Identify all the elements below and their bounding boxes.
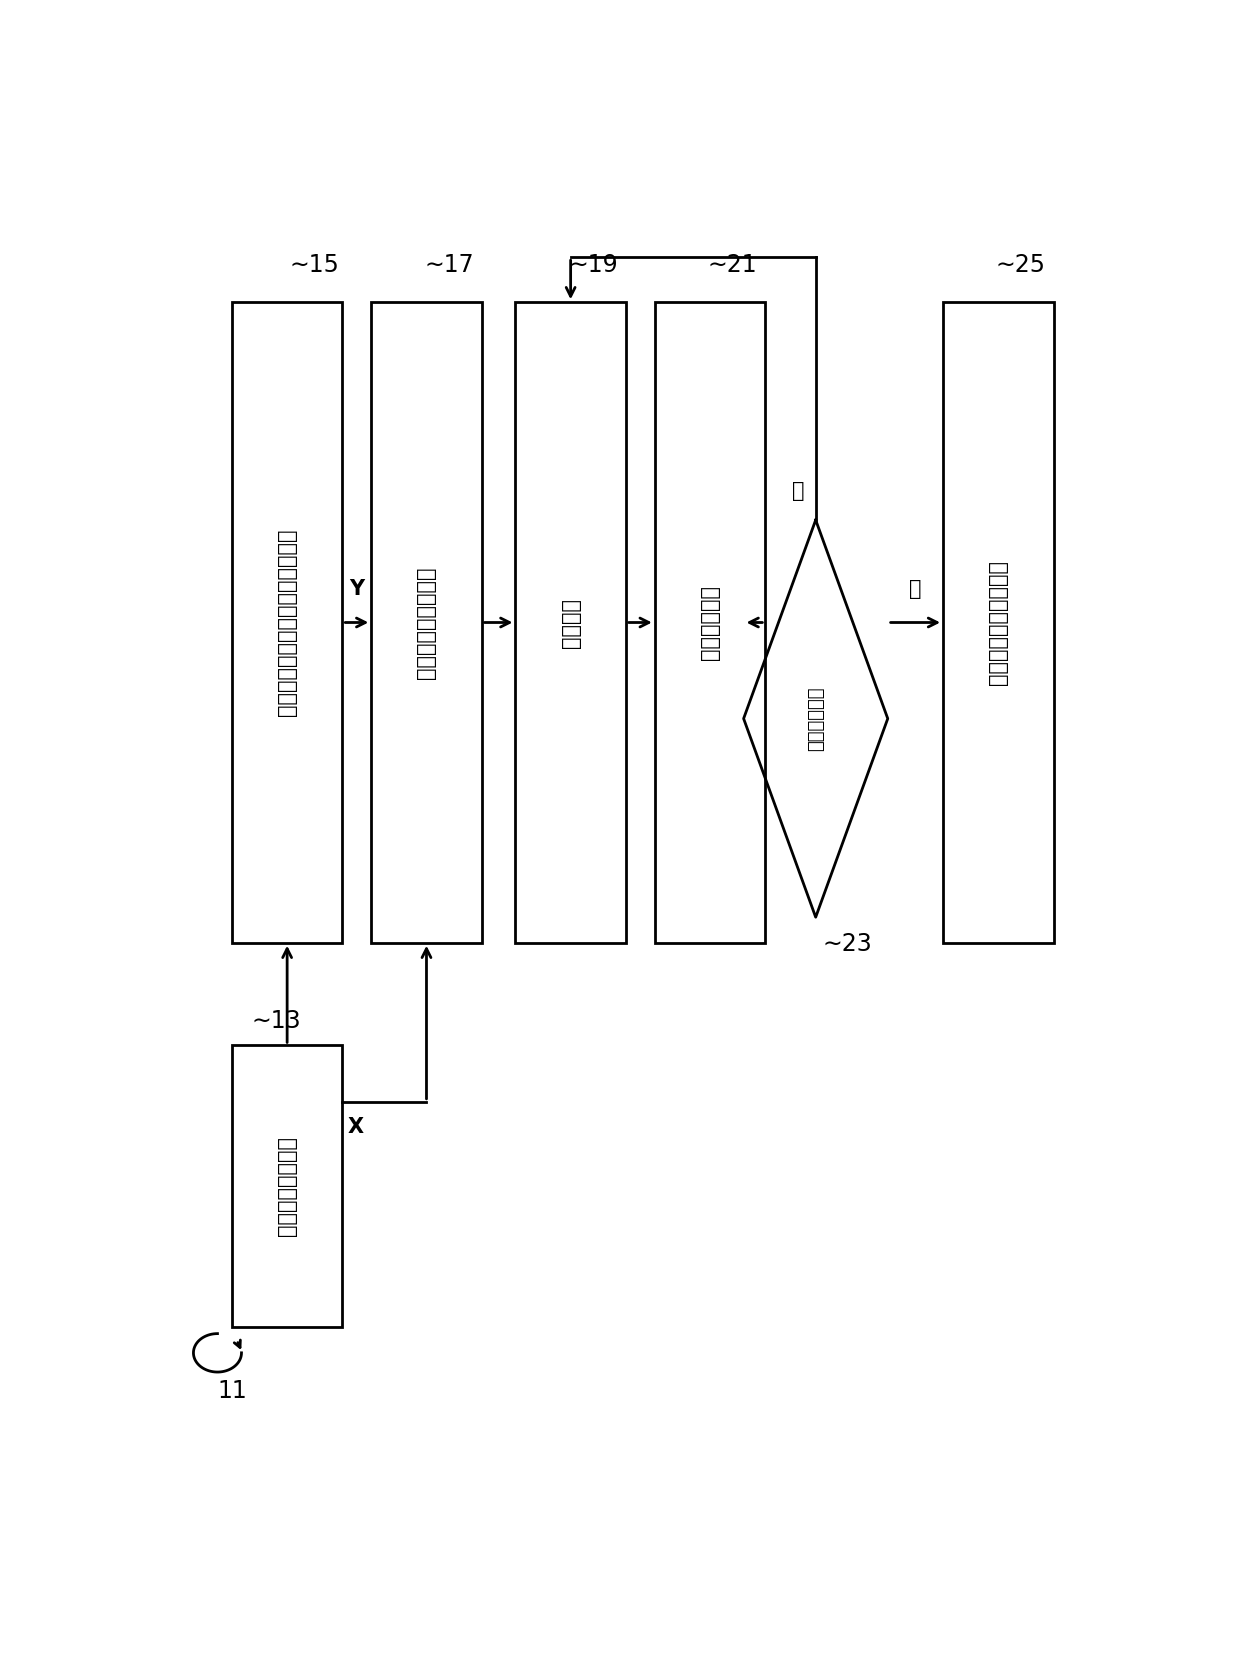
Text: 利用测量工具作一预测: 利用测量工具作一预测 — [988, 561, 1008, 686]
Text: 进行一反应抗消程序: 进行一反应抗消程序 — [417, 566, 436, 679]
Text: 利用测量工具测量半导体程序结果: 利用测量工具测量半导体程序结果 — [277, 529, 298, 716]
Bar — [655, 303, 765, 943]
Text: ∼23: ∼23 — [823, 932, 873, 955]
Text: 进行一半导体程序: 进行一半导体程序 — [277, 1137, 298, 1236]
Text: ∼19: ∼19 — [568, 253, 618, 276]
Text: 11: 11 — [217, 1379, 247, 1403]
Text: 是: 是 — [909, 579, 921, 599]
Text: ∼21: ∼21 — [708, 253, 758, 276]
Text: 累积数据: 累积数据 — [560, 597, 580, 647]
Text: 否: 否 — [791, 481, 805, 501]
Text: 反应回复程序: 反应回复程序 — [699, 586, 720, 661]
Text: X: X — [347, 1117, 363, 1137]
Bar — [942, 303, 1054, 943]
Text: Y: Y — [350, 579, 365, 599]
Text: ∼25: ∼25 — [996, 253, 1045, 276]
Bar — [371, 303, 481, 943]
Text: 数据是否充足: 数据是否充足 — [807, 686, 825, 750]
Bar — [232, 1045, 342, 1328]
Bar — [516, 303, 626, 943]
Bar — [232, 303, 342, 943]
Text: ∼15: ∼15 — [290, 253, 340, 276]
Text: ∼17: ∼17 — [424, 253, 474, 276]
Text: ∼13: ∼13 — [250, 1008, 301, 1032]
